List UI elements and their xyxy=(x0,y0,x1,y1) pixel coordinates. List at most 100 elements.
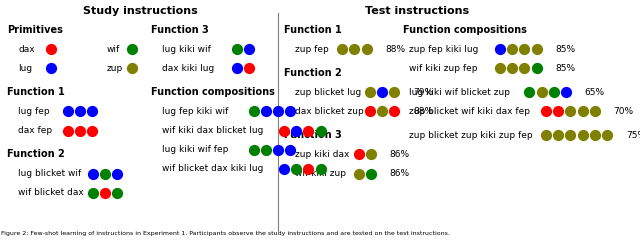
Text: Function compositions: Function compositions xyxy=(151,87,275,97)
Point xyxy=(495,67,505,70)
Point xyxy=(285,109,295,113)
Point xyxy=(316,167,326,171)
Point xyxy=(577,133,588,137)
Point xyxy=(507,47,517,51)
Text: 85%: 85% xyxy=(556,45,575,54)
Point xyxy=(354,152,364,156)
Point xyxy=(366,172,376,175)
Text: Test instructions: Test instructions xyxy=(365,6,469,16)
Text: 86%: 86% xyxy=(390,169,410,178)
Point xyxy=(303,167,314,171)
Text: lug fep kiki wif: lug fep kiki wif xyxy=(162,107,228,116)
Text: wif kiki zup: wif kiki zup xyxy=(295,169,346,178)
Text: 65%: 65% xyxy=(585,88,605,97)
Point xyxy=(273,148,283,152)
Text: Function compositions: Function compositions xyxy=(403,25,527,35)
Point xyxy=(536,90,547,94)
Text: 88%: 88% xyxy=(385,45,406,54)
Text: Function 1: Function 1 xyxy=(7,87,65,97)
Text: wif kiki zup fep: wif kiki zup fep xyxy=(409,64,477,73)
Point xyxy=(377,90,387,94)
Text: wif kiki dax blicket lug: wif kiki dax blicket lug xyxy=(162,126,264,135)
Point xyxy=(589,133,600,137)
Point xyxy=(389,109,399,113)
Point xyxy=(553,109,563,113)
Point xyxy=(63,129,73,133)
Point xyxy=(112,191,122,195)
Point xyxy=(244,47,254,51)
Text: Study instructions: Study instructions xyxy=(83,6,197,16)
Text: lug fep: lug fep xyxy=(18,107,50,116)
Point xyxy=(532,47,542,51)
Point xyxy=(127,47,137,51)
Text: zup: zup xyxy=(107,64,123,73)
Point xyxy=(337,47,348,51)
Text: lug: lug xyxy=(18,64,32,73)
Text: Figure 2: Few-shot learning of instructions in Experiment 1. Participants observ: Figure 2: Few-shot learning of instructi… xyxy=(1,231,451,236)
Point xyxy=(541,109,551,113)
Point xyxy=(532,67,542,70)
Point xyxy=(244,67,254,70)
Text: 88%: 88% xyxy=(413,107,433,116)
Point xyxy=(365,90,375,94)
Point xyxy=(565,109,575,113)
Point xyxy=(46,67,56,70)
Point xyxy=(127,67,137,70)
Point xyxy=(260,148,271,152)
Text: dax kiki lug: dax kiki lug xyxy=(162,64,214,73)
Text: lug kiki wif: lug kiki wif xyxy=(162,45,211,54)
Point xyxy=(365,109,375,113)
Text: 70%: 70% xyxy=(614,107,634,116)
Text: lug kiki wif fep: lug kiki wif fep xyxy=(162,145,228,154)
Text: Function 2: Function 2 xyxy=(284,68,342,78)
Point xyxy=(589,109,600,113)
Point xyxy=(248,109,259,113)
Point xyxy=(362,47,372,51)
Point xyxy=(548,90,559,94)
Text: zup kiki dax: zup kiki dax xyxy=(295,150,349,159)
Point xyxy=(112,172,122,175)
Text: Function 2: Function 2 xyxy=(7,150,65,159)
Text: zup fep: zup fep xyxy=(295,45,329,54)
Text: zup blicket zup kiki zup fep: zup blicket zup kiki zup fep xyxy=(409,131,532,140)
Text: zup blicket lug: zup blicket lug xyxy=(295,88,362,97)
Point xyxy=(88,172,98,175)
Text: 85%: 85% xyxy=(556,64,575,73)
Point xyxy=(354,172,364,175)
Point xyxy=(541,133,551,137)
Point xyxy=(279,129,289,133)
Point xyxy=(75,109,85,113)
Text: wif blicket dax: wif blicket dax xyxy=(18,188,84,197)
Text: Function 3: Function 3 xyxy=(284,130,342,140)
Text: Primitives: Primitives xyxy=(7,25,63,35)
Text: wif blicket dax kiki lug: wif blicket dax kiki lug xyxy=(162,164,264,173)
Point xyxy=(232,47,242,51)
Point xyxy=(316,129,326,133)
Point xyxy=(46,47,56,51)
Text: zup blicket wif kiki dax fep: zup blicket wif kiki dax fep xyxy=(409,107,530,116)
Point xyxy=(260,109,271,113)
Point xyxy=(577,109,588,113)
Text: zup fep kiki lug: zup fep kiki lug xyxy=(409,45,478,54)
Point xyxy=(303,129,314,133)
Point xyxy=(507,67,517,70)
Text: lug blicket wif: lug blicket wif xyxy=(18,169,81,178)
Text: Function 3: Function 3 xyxy=(151,25,209,35)
Point xyxy=(63,109,73,113)
Point xyxy=(561,90,571,94)
Text: 79%: 79% xyxy=(413,88,433,97)
Point xyxy=(100,191,110,195)
Text: dax fep: dax fep xyxy=(18,126,52,135)
Text: wif: wif xyxy=(107,45,120,54)
Point xyxy=(248,148,259,152)
Text: Function 1: Function 1 xyxy=(284,25,342,35)
Text: lug kiki wif blicket zup: lug kiki wif blicket zup xyxy=(409,88,509,97)
Point xyxy=(273,109,283,113)
Point xyxy=(87,129,97,133)
Point xyxy=(88,191,98,195)
Point xyxy=(524,90,534,94)
Point xyxy=(519,47,529,51)
Text: 75%: 75% xyxy=(626,131,640,140)
Text: 86%: 86% xyxy=(390,150,410,159)
Point xyxy=(495,47,505,51)
